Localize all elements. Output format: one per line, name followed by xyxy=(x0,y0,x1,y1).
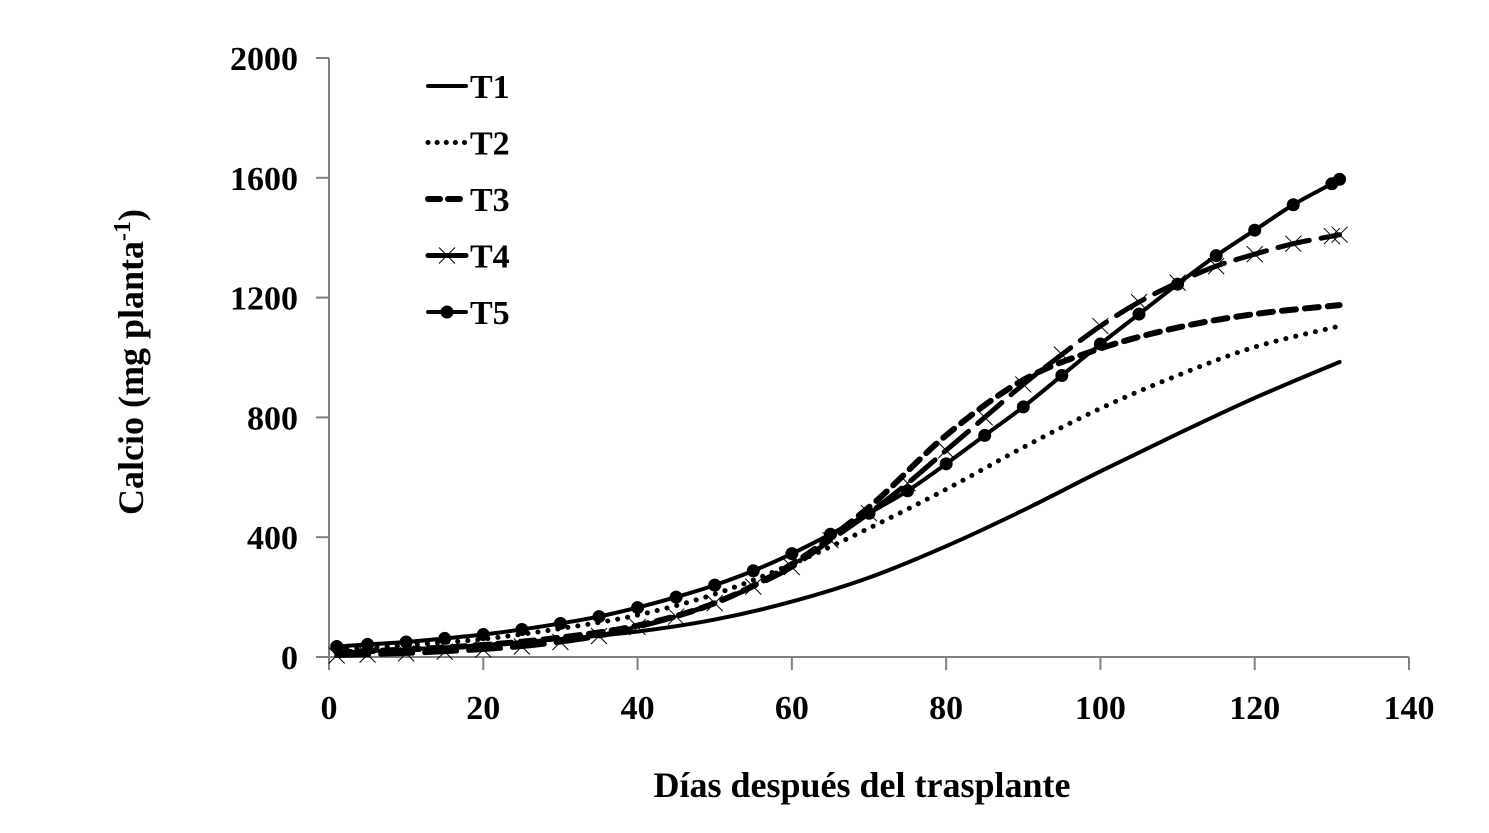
legend-item-t2: T2 xyxy=(425,126,510,163)
x-marker xyxy=(397,645,415,662)
circle-marker xyxy=(515,622,529,636)
x-marker xyxy=(976,409,994,426)
legend-label: T3 xyxy=(470,182,510,219)
x-marker xyxy=(474,641,492,658)
x-marker xyxy=(1092,317,1109,335)
y-tick-label: 800 xyxy=(247,400,298,437)
circle-marker xyxy=(1209,249,1223,263)
legend-item-t1: T1 xyxy=(426,69,510,106)
series-line xyxy=(333,302,1343,656)
circle-marker xyxy=(901,484,915,498)
circle-marker xyxy=(592,610,606,624)
x-tick-label: 100 xyxy=(1075,690,1126,727)
series-line xyxy=(334,177,1342,649)
x-marker xyxy=(706,594,724,612)
series-t3 xyxy=(333,302,1343,656)
legend-x-marker xyxy=(438,247,456,264)
x-marker xyxy=(552,633,569,651)
y-tick-label: 1600 xyxy=(230,161,298,198)
x-marker xyxy=(667,608,685,625)
x-tick-label: 20 xyxy=(466,690,500,727)
circle-marker xyxy=(1093,337,1107,351)
series-t5 xyxy=(330,172,1347,654)
circle-marker xyxy=(1171,277,1185,291)
legend-item-t5: T5 xyxy=(426,295,510,332)
x-axis-title: Días después del trasplante xyxy=(653,765,1070,805)
circle-marker xyxy=(669,590,683,604)
circle-marker xyxy=(1248,223,1262,237)
circle-marker xyxy=(823,527,837,541)
x-marker xyxy=(1323,227,1341,245)
circle-marker xyxy=(553,616,567,630)
series-layer xyxy=(328,172,1348,664)
circle-marker xyxy=(708,578,722,592)
circle-marker xyxy=(1132,307,1146,321)
circle-marker xyxy=(1055,368,1069,382)
circle-marker xyxy=(631,601,645,615)
x-tick-label: 0 xyxy=(321,690,338,727)
y-tick-label: 0 xyxy=(281,640,298,677)
x-tick-label: 120 xyxy=(1229,690,1280,727)
y-axis-title: Calcio (mg planta-1) xyxy=(110,209,151,515)
y-tick-label: 2000 xyxy=(230,41,298,78)
circle-marker xyxy=(1286,198,1300,212)
x-marker xyxy=(436,643,454,660)
series-line xyxy=(334,232,1343,659)
legend-item-t4: T4 xyxy=(425,239,510,276)
axes: 0 400 800 1200 1600 2000 0 20 40 60 80 100 120 140 xyxy=(230,41,1435,727)
x-marker xyxy=(937,441,955,459)
x-tick-label: 80 xyxy=(929,690,963,727)
x-marker xyxy=(1284,235,1302,253)
series-line xyxy=(334,323,1343,653)
x-marker xyxy=(590,627,608,645)
y-tick-label: 400 xyxy=(247,520,298,557)
legend-label: T5 xyxy=(470,295,510,332)
series-t4 xyxy=(328,226,1348,664)
x-tick-label: 140 xyxy=(1384,690,1435,727)
series-line xyxy=(334,359,1342,655)
circle-marker xyxy=(939,457,953,471)
circle-marker xyxy=(1333,172,1347,186)
legend-label: T2 xyxy=(470,126,510,163)
circle-marker xyxy=(1016,400,1030,414)
x-marker xyxy=(1246,245,1264,263)
series-t2 xyxy=(334,323,1343,653)
x-tick-label: 40 xyxy=(621,690,655,727)
x-marker xyxy=(359,646,376,663)
y-axis-title-main: Calcio (mg planta xyxy=(111,241,151,515)
y-axis-title-superscript: -1 xyxy=(110,221,136,241)
circle-marker xyxy=(862,506,876,520)
circle-marker xyxy=(746,564,760,578)
x-marker xyxy=(783,558,801,576)
x-marker xyxy=(629,618,646,636)
legend: T1 T2 T3 T4 T5 xyxy=(425,69,510,332)
circle-marker xyxy=(438,631,452,645)
x-marker xyxy=(1014,376,1032,393)
circle-marker xyxy=(330,640,344,654)
x-marker xyxy=(744,578,762,595)
x-tick-label: 60 xyxy=(775,690,809,727)
circle-marker xyxy=(785,547,799,561)
circle-marker xyxy=(978,428,992,442)
circle-marker xyxy=(361,637,375,651)
series-t1 xyxy=(334,359,1342,655)
legend-circle-marker xyxy=(440,305,454,319)
legend-label: T1 xyxy=(470,69,510,106)
x-marker xyxy=(1053,346,1071,363)
y-tick-label: 1200 xyxy=(230,281,298,318)
x-marker xyxy=(513,638,531,655)
x-marker xyxy=(1331,226,1348,244)
legend-item-t3: T3 xyxy=(425,182,510,219)
circle-marker xyxy=(476,628,490,642)
circle-marker xyxy=(399,635,413,649)
legend-label: T4 xyxy=(470,239,510,276)
y-axis-title-close: ) xyxy=(111,209,151,221)
